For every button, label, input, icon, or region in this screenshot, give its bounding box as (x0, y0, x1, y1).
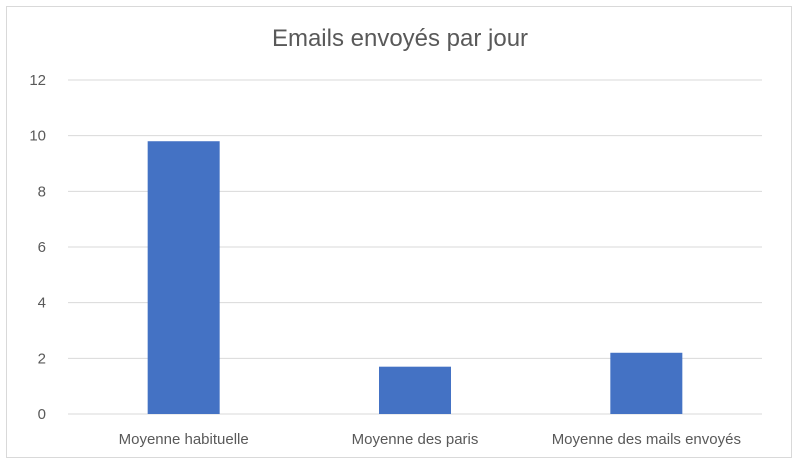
y-tick-label: 8 (38, 183, 46, 200)
x-tick-label: Moyenne des mails envoyés (552, 431, 741, 448)
y-tick-label: 12 (29, 72, 46, 89)
bar (610, 352, 683, 414)
bars (147, 141, 683, 414)
y-axis-ticks: 0 2 4 6 8 10 12 (29, 72, 46, 423)
y-tick-label: 6 (38, 239, 46, 256)
x-tick-label: Moyenne des paris (352, 431, 479, 448)
bar (379, 366, 451, 414)
x-axis-labels: Moyenne habituelle Moyenne des paris Moyen… (119, 431, 741, 448)
bar (147, 141, 220, 414)
y-tick-label: 0 (38, 406, 46, 423)
y-tick-label: 4 (38, 295, 46, 312)
y-tick-label: 2 (38, 350, 46, 367)
chart-title: Emails envoyés par jour (272, 25, 528, 52)
y-tick-label: 10 (29, 128, 46, 145)
x-tick-label: Moyenne habituelle (119, 431, 249, 448)
